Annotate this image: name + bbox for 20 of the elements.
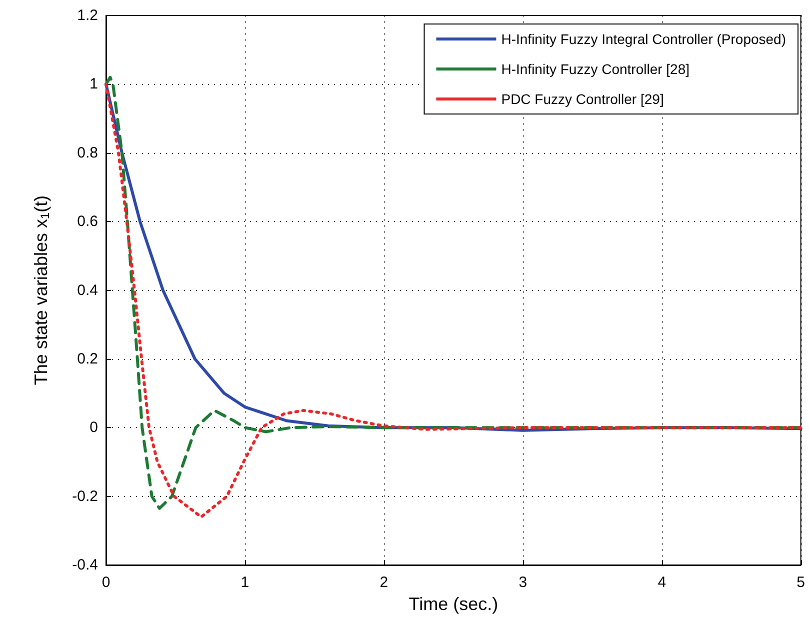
y-axis-title: The state variables x1(t) (31, 195, 52, 386)
y-tick-label: 1 (90, 76, 98, 93)
legend-label: PDC Fuzzy Controller [29] (501, 91, 664, 107)
y-tick-label: 0.2 (77, 350, 98, 368)
x-tick-label: 3 (518, 574, 528, 591)
legend-label: H-Infinity Fuzzy Controller [28] (501, 61, 690, 77)
x-tick-label: 2 (380, 574, 388, 591)
x-tick-label: 5 (796, 574, 805, 591)
y-tick-label: -0.2 (72, 488, 98, 505)
y-tick-label: 0.8 (77, 144, 98, 162)
legend-label: H-Infinity Fuzzy Integral Controller (Proposed) (501, 31, 786, 47)
y-tick-label: 0.6 (77, 213, 98, 230)
y-tick-label: -0.4 (72, 556, 98, 574)
x-tick-label: 0 (102, 574, 110, 591)
y-tick-label: 0 (90, 419, 98, 436)
y-tick-label: 1.2 (77, 7, 98, 24)
x-tick-label: 4 (658, 574, 666, 591)
y-tick-label: 0.4 (77, 282, 98, 299)
x-axis-title: Time (sec.) (408, 594, 498, 614)
x-tick-label: 1 (240, 574, 250, 591)
